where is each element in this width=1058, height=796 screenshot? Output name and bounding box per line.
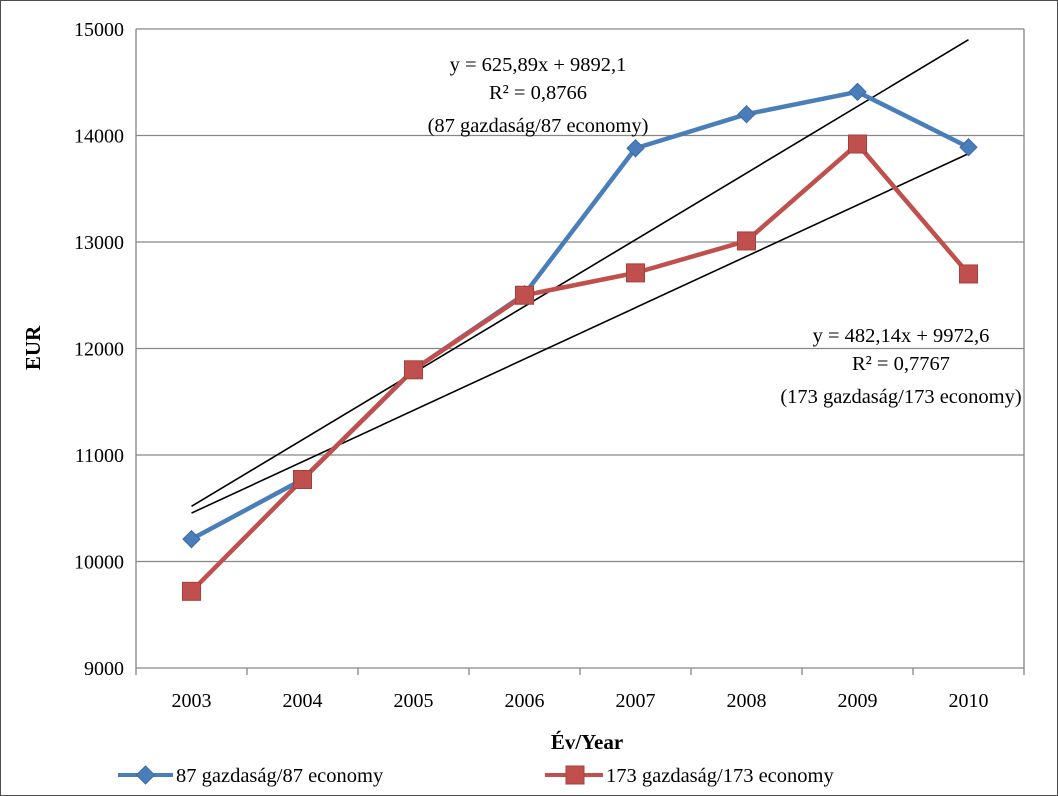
series-2-point-2008 <box>737 231 756 251</box>
data-series <box>182 82 978 601</box>
series-2-point-2007 <box>626 263 645 283</box>
y-tick-label-10000: 10000 <box>74 552 124 574</box>
trendline-annotation-2: y = 482,14x + 9972,6 R² = 0,7767 (173 ga… <box>780 325 1021 408</box>
series-2-point-2005 <box>404 360 423 380</box>
legend-marker-173 <box>565 765 585 785</box>
trendlines <box>191 39 969 514</box>
series-2-point-2006 <box>515 285 534 305</box>
trendline-1 <box>191 39 969 508</box>
legend-item-87: 87 gazdaság/87 economy <box>118 765 384 787</box>
x-tick-labels: 2003 2004 2005 2006 2007 2008 2009 2010 <box>172 690 989 712</box>
series-1-point-2003 <box>182 529 201 549</box>
y-tick-label-14000: 14000 <box>74 126 124 148</box>
series-1-point-2008 <box>737 104 756 124</box>
x-tick-label-2009: 2009 <box>838 690 878 712</box>
series-2-point-2009 <box>848 134 867 154</box>
legend-label-173: 173 gazdaság/173 economy <box>606 765 834 787</box>
y-tick-labels: 9000 10000 11000 12000 13000 14000 15000 <box>74 19 124 680</box>
series-2-point-2004 <box>293 469 312 489</box>
x-tick-label-2010: 2010 <box>949 690 989 712</box>
legend-marker-87 <box>135 765 156 785</box>
y-tick-label-11000: 11000 <box>75 445 124 467</box>
trendline-2-r2: R² = 0,7767 <box>852 353 950 375</box>
trendline-1-r2: R² = 0,8766 <box>489 82 587 104</box>
series-2 <box>182 134 978 601</box>
x-tick-label-2007: 2007 <box>616 690 656 712</box>
y-tick-label-15000: 15000 <box>74 19 124 41</box>
series-1-point-2009 <box>848 82 867 102</box>
x-tick-label-2004: 2004 <box>283 690 323 712</box>
x-tick-label-2008: 2008 <box>727 690 767 712</box>
series-2-line <box>189 141 971 593</box>
gridlines <box>135 28 1025 675</box>
series-2-point-2010 <box>959 264 978 284</box>
x-tick-label-2005: 2005 <box>394 690 434 712</box>
y-tick-label-9000: 9000 <box>84 658 124 680</box>
legend-label-87: 87 gazdaság/87 economy <box>176 765 384 787</box>
x-tick-label-2003: 2003 <box>172 690 212 712</box>
trendline-2-equation: y = 482,14x + 9972,6 <box>813 325 990 347</box>
series-2-point-2003 <box>182 581 201 601</box>
legend-item-173: 173 gazdaság/173 economy <box>545 765 834 787</box>
x-tick-label-2006: 2006 <box>505 690 545 712</box>
x-axis-title: Év/Year <box>551 730 623 754</box>
trendline-annotation-1: y = 625,89x + 9892,1 R² = 0,8766 (87 gaz… <box>428 54 649 137</box>
legend: 87 gazdaság/87 economy 173 gazdaság/173 … <box>118 765 834 787</box>
trendline-2 <box>191 152 969 514</box>
y-tick-label-13000: 13000 <box>74 232 124 254</box>
trendline-1-equation: y = 625,89x + 9892,1 <box>450 54 627 76</box>
y-tick-label-12000: 12000 <box>74 339 124 361</box>
trendline-2-label: (173 gazdaság/173 economy) <box>780 386 1021 408</box>
series-1-point-2010 <box>959 138 978 157</box>
y-axis-title: EUR <box>21 325 45 370</box>
trendline-1-label: (87 gazdaság/87 economy) <box>428 115 649 137</box>
series-1-point-2007 <box>626 139 645 158</box>
